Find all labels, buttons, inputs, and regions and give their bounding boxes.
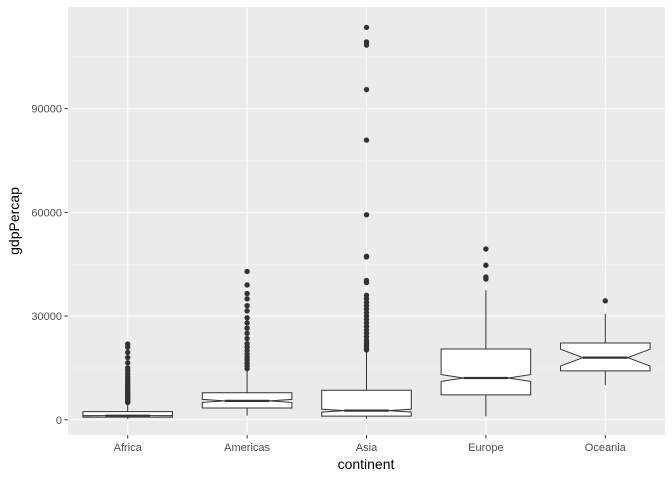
y-tick-label: 90000 (31, 104, 62, 116)
outlier-point (125, 341, 131, 347)
x-tick-label: Asia (356, 442, 378, 454)
outlier-point (244, 308, 250, 314)
outlier-point (125, 349, 131, 356)
outlier-point (244, 330, 250, 337)
outlier-point (363, 292, 370, 299)
y-tick-label: 30000 (31, 311, 62, 323)
outlier-point (244, 296, 250, 302)
outlier-point (363, 86, 370, 93)
box-oceania (560, 298, 651, 386)
outlier-point (244, 282, 250, 288)
x-tick-label: Africa (114, 442, 143, 454)
outlier-point (483, 274, 489, 280)
outlier-point (244, 315, 250, 321)
outlier-point (363, 39, 370, 45)
outlier-point (244, 335, 250, 342)
outlier-point (363, 137, 370, 143)
y-tick-label: 0 (56, 415, 62, 427)
x-tick-label: Oceania (585, 442, 627, 454)
outlier-point (125, 365, 131, 371)
outlier-point (244, 303, 250, 309)
box-africa (82, 341, 173, 419)
y-axis-title: gdpPercap (6, 187, 22, 255)
outlier-point (363, 212, 370, 218)
outlier-point (125, 360, 131, 366)
outlier-point (244, 290, 250, 297)
outlier-point (244, 320, 250, 326)
outlier-point (363, 24, 370, 31)
axes: 0 30000 60000 90000 Africa Americas Asia Europe… (31, 104, 626, 454)
outlier-point (602, 298, 608, 304)
box-americas (201, 268, 293, 416)
outlier-point (483, 262, 489, 268)
box-asia (321, 24, 412, 419)
x-tick-label: Europe (468, 442, 503, 454)
boxes (82, 24, 651, 419)
outlier-point (244, 325, 250, 331)
box-body (440, 348, 532, 396)
box-body (82, 411, 173, 418)
outlier-point (244, 268, 250, 275)
outlier-point (363, 277, 370, 284)
outlier-point (125, 354, 131, 361)
y-tick-label: 60000 (31, 207, 62, 219)
outlier-point (363, 253, 370, 259)
outlier-point (244, 341, 250, 347)
box-europe (440, 246, 532, 417)
x-axis-title: continent (338, 456, 395, 472)
outlier-point (483, 246, 489, 252)
x-tick-label: Americas (224, 442, 270, 454)
box-body (321, 389, 412, 417)
